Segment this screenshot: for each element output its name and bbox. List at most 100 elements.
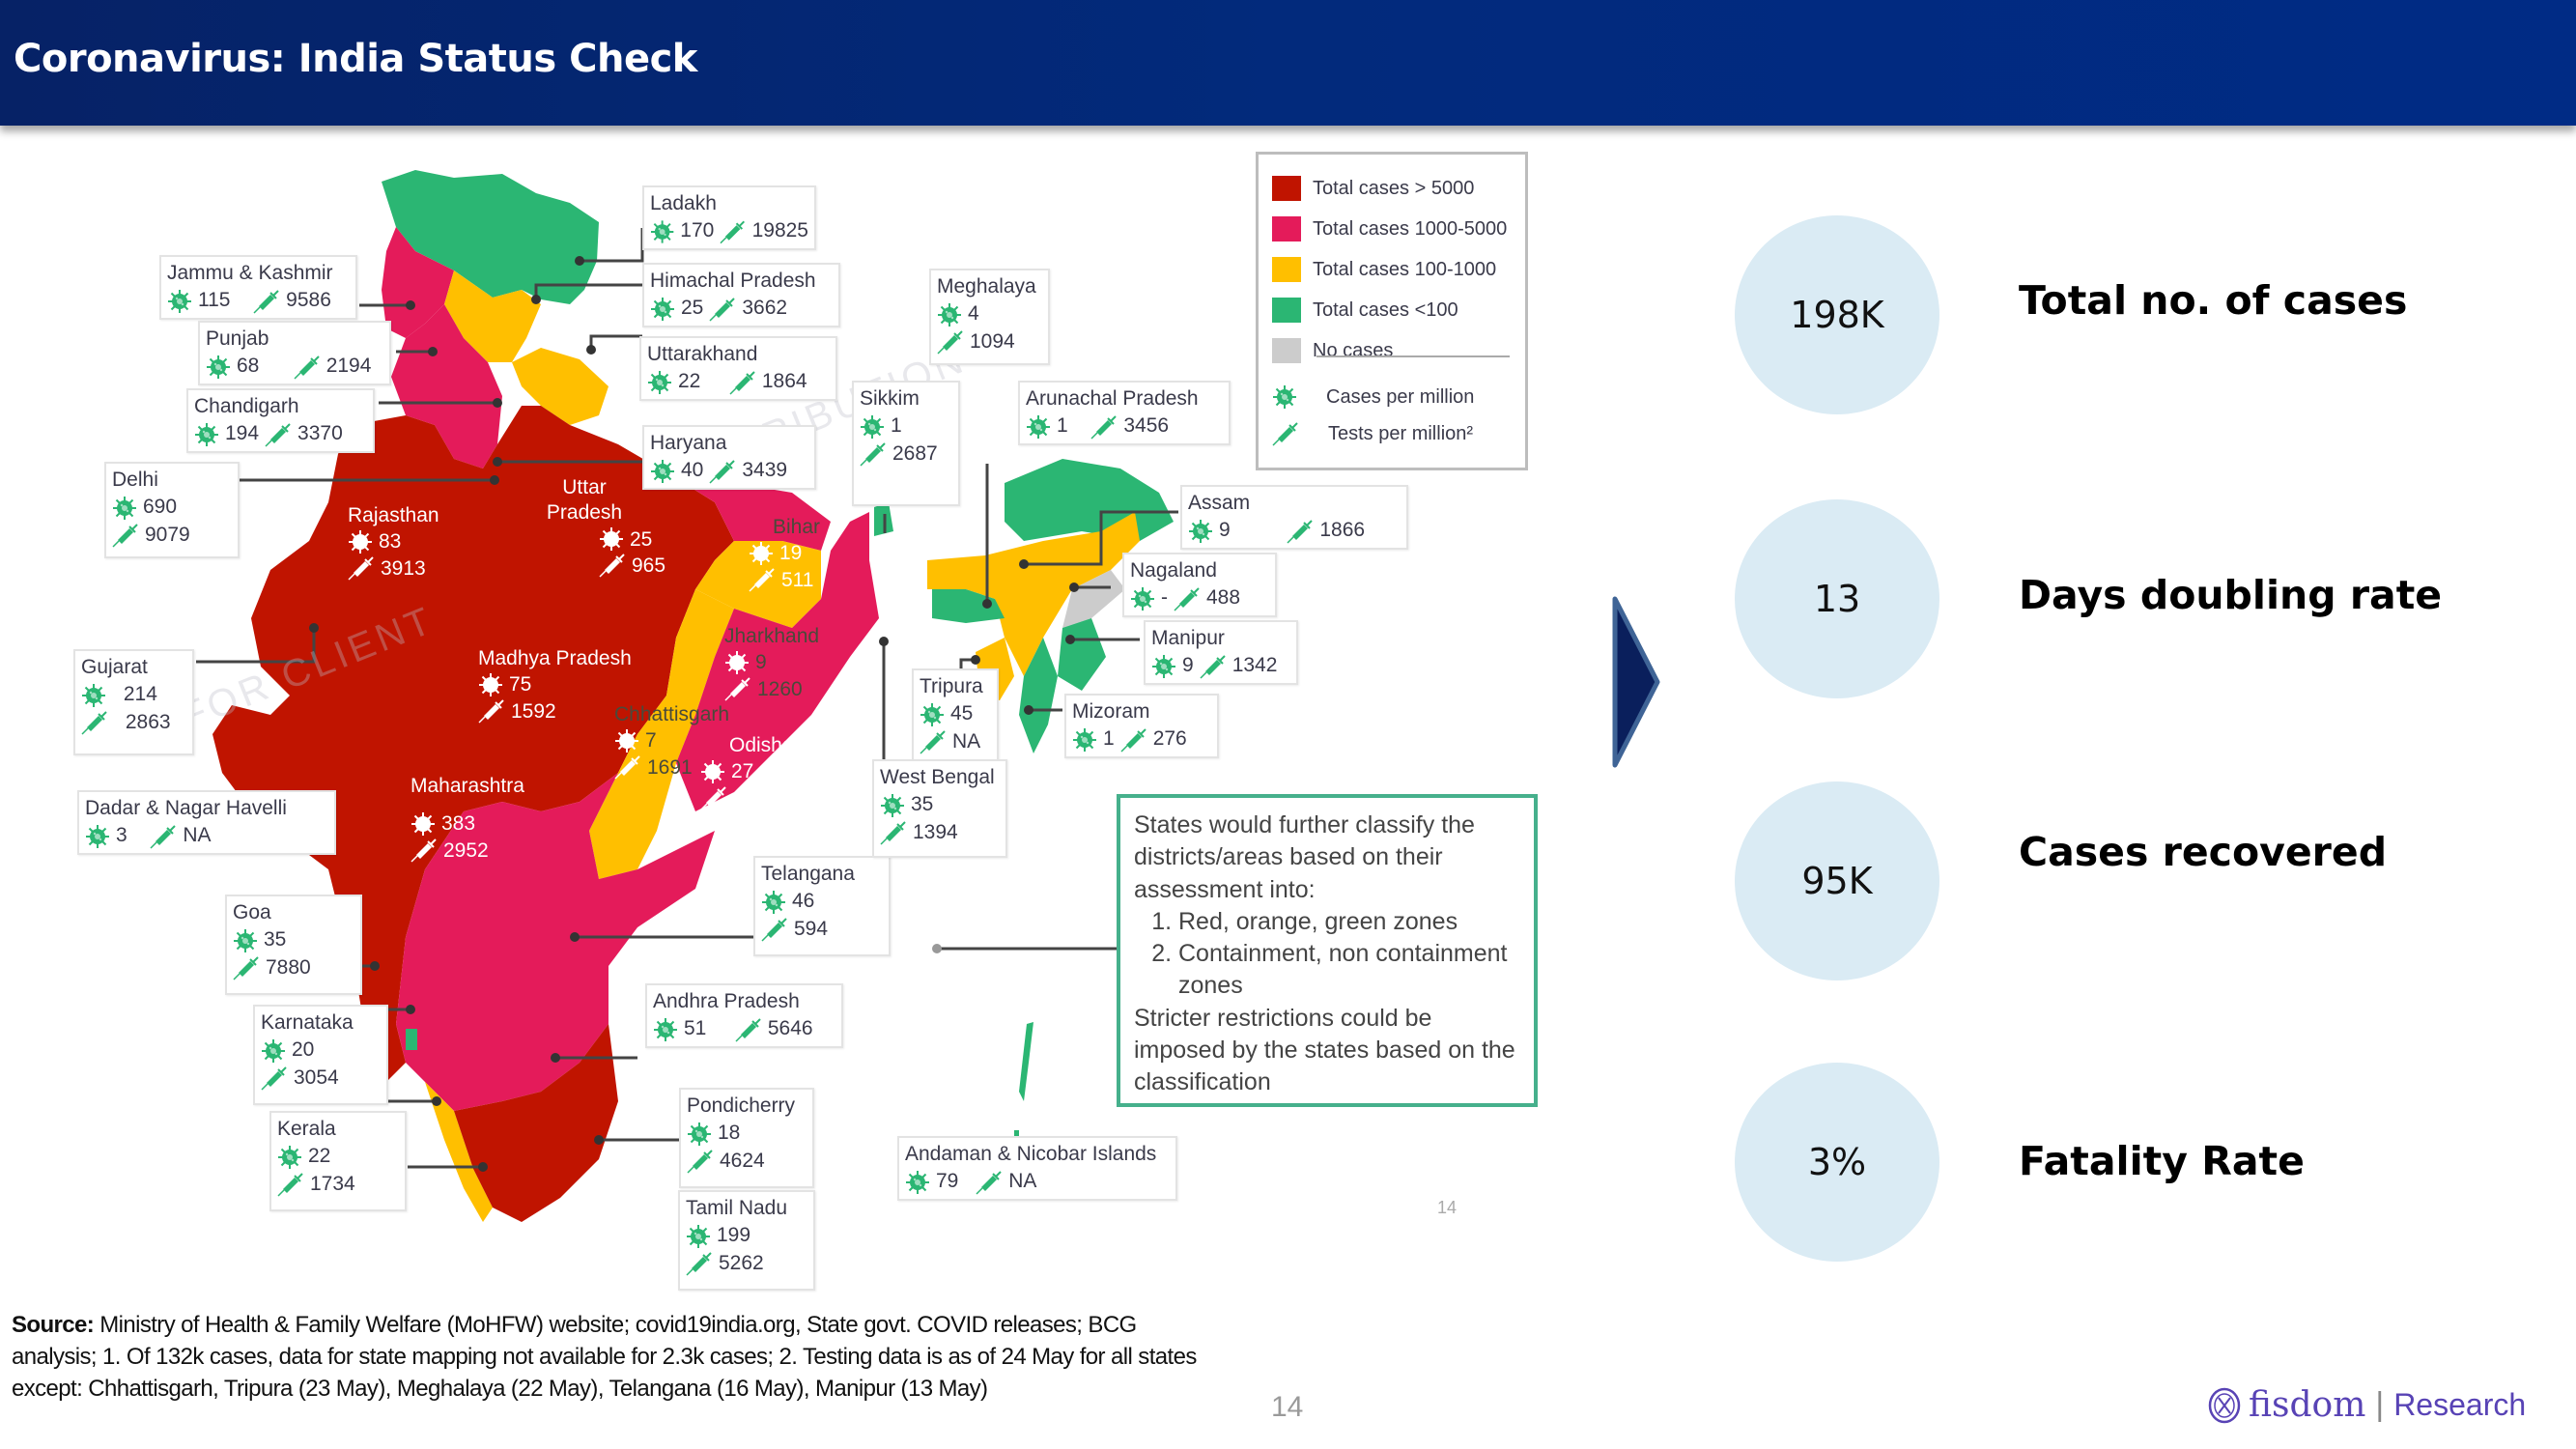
kpi-circle-recovered: 95K: [1735, 781, 1939, 980]
state-label-punjab: Punjab 68 2194: [198, 321, 391, 385]
tests-per-million: 4624: [720, 1149, 765, 1172]
state-name: Kerala: [277, 1118, 336, 1140]
virus-icon: [348, 529, 373, 554]
virus-icon: [277, 1145, 302, 1170]
kpi-label-fatality-rate: Fatality Rate: [2019, 1138, 2305, 1184]
virus-icon: [650, 219, 674, 244]
state-label-gujarat: Gujarat 214 2863: [73, 649, 194, 755]
virus-icon: [880, 793, 905, 818]
syringe-icon: [700, 785, 727, 810]
virus-icon: [1272, 384, 1297, 410]
kpi-value: 13: [1813, 578, 1861, 620]
state-label-madhya-pradesh: Madhya Pradesh 75 1592: [478, 645, 632, 724]
virus-icon: [905, 1170, 930, 1195]
state-label-manipur: Manipur 9 1342: [1144, 620, 1298, 685]
fisdom-logo-icon: [2208, 1387, 2241, 1423]
tests-per-million: 7880: [266, 955, 311, 979]
tests-per-million: 965: [632, 554, 666, 577]
legend-item: Tests per million²: [1272, 421, 1473, 446]
tests-per-million: 2952: [443, 838, 489, 862]
syringe-icon: [761, 917, 788, 942]
state-label-himachal-pradesh: Himachal Pradesh 25 3662: [642, 263, 840, 327]
cases-per-million: 3: [116, 824, 127, 847]
syringe-icon: [749, 567, 776, 592]
state-label-uttar-pradesh: Uttar Pradesh 25 965: [541, 475, 665, 579]
tests-per-million: 2687: [892, 441, 938, 465]
state-label-tamil-nadu: Tamil Nadu 199 5262: [678, 1190, 815, 1291]
syringe-icon: [410, 838, 438, 863]
syringe-icon: [1120, 727, 1147, 753]
syringe-icon: [976, 1170, 1003, 1195]
syringe-icon: [599, 553, 626, 578]
tests-per-million: 276: [1152, 727, 1187, 751]
state-label-arunachal-pradesh: Arunachal Pradesh 1 3456: [1018, 381, 1231, 445]
state-label-kerala: Kerala 22 1734: [269, 1111, 407, 1211]
syringe-icon: [687, 1149, 714, 1174]
virus-icon: [1072, 727, 1097, 753]
cases-per-million: 75: [509, 673, 532, 696]
cases-per-million: 9: [1219, 519, 1231, 542]
cases-per-million: 68: [237, 355, 260, 378]
tests-per-million: 3913: [381, 556, 426, 580]
page-title: Coronavirus: India Status Check: [14, 37, 697, 81]
state-label-chhattisgarh: Chhattisgarh 7 1691: [614, 701, 729, 781]
syringe-icon: [261, 1065, 288, 1091]
state-label-karnataka: Karnataka 20 3054: [253, 1005, 388, 1105]
legend-label: Total cases > 5000: [1313, 177, 1475, 199]
state-name: Dadar & Nagar Havelli: [85, 797, 287, 819]
state-label-jammu-kashmir: Jammu & Kashmir 115 9586: [159, 255, 357, 320]
state-name: Chandigarh: [194, 395, 299, 417]
cases-per-million: 170: [680, 219, 715, 242]
swatch-green: [1272, 298, 1301, 323]
syringe-icon: [265, 422, 292, 447]
virus-icon: [1151, 654, 1176, 679]
note-intro: States would further classify the distri…: [1134, 811, 1475, 903]
note-list: Red, orange, green zones Containment, no…: [1134, 906, 1520, 1003]
syringe-icon: [1174, 586, 1201, 611]
state-name: Jharkhand: [724, 625, 820, 647]
kpi-label-doubling-rate: Days doubling rate: [2019, 572, 2443, 618]
legend-label: Total cases <100: [1313, 298, 1458, 321]
state-name: Jammu & Kashmir: [167, 262, 333, 284]
state-name: Telangana: [761, 863, 855, 885]
legend-label: No cases: [1313, 339, 1394, 361]
legend-label: Total cases 1000-5000: [1313, 217, 1508, 240]
state-label-uttarakhand: Uttarakhand 22 1864: [639, 336, 837, 401]
state-label-meghalaya: Meghalaya 4 1094: [929, 269, 1050, 365]
tests-per-million: 2671: [733, 786, 778, 810]
virus-icon: [1026, 414, 1051, 440]
virus-icon: [724, 650, 750, 675]
syringe-icon: [709, 459, 736, 484]
kpi-circle-fatality-rate: 3%: [1735, 1063, 1939, 1262]
zone-classification-note: States would further classify the distri…: [1117, 794, 1538, 1107]
kpi-value: 3%: [1807, 1141, 1867, 1183]
cases-per-million: 25: [681, 297, 704, 320]
tests-per-million: 2863: [125, 710, 171, 733]
kpi-value: 198K: [1790, 294, 1884, 336]
brand-name: fisdom: [2249, 1385, 2366, 1425]
virus-icon: [650, 297, 675, 322]
state-name: Uttar Pradesh: [546, 476, 623, 525]
legend-label: Cases per million: [1326, 385, 1475, 408]
cases-per-million: -: [1161, 586, 1168, 610]
page-number: 14: [1271, 1391, 1304, 1423]
swatch-yellow: [1272, 257, 1301, 282]
state-label-mizoram: Mizoram 1 276: [1064, 694, 1219, 758]
virus-icon: [233, 928, 258, 953]
cases-per-million: 383: [441, 812, 476, 836]
state-name: Assam: [1188, 492, 1251, 514]
cases-per-million: 199: [717, 1224, 751, 1247]
state-name: Arunachal Pradesh: [1026, 387, 1199, 410]
cases-per-million: 9: [755, 651, 767, 674]
syringe-icon: [478, 698, 505, 724]
cases-per-million: 19: [779, 542, 803, 565]
inner-page-mark: 14: [1437, 1198, 1458, 1217]
virus-icon: [261, 1038, 286, 1064]
tests-per-million: NA: [1008, 1170, 1037, 1193]
syringe-icon: [1287, 519, 1314, 544]
state-label-ladakh: Ladakh 170 19825: [642, 185, 816, 250]
virus-icon: [85, 824, 110, 849]
state-label-andaman-nicobar: Andaman & Nicobar Islands 79 NA: [897, 1136, 1177, 1201]
kpi-label-total-cases: Total no. of cases: [2019, 277, 2408, 324]
source-footnote: Source: Ministry of Health & Family Welf…: [12, 1309, 1209, 1405]
